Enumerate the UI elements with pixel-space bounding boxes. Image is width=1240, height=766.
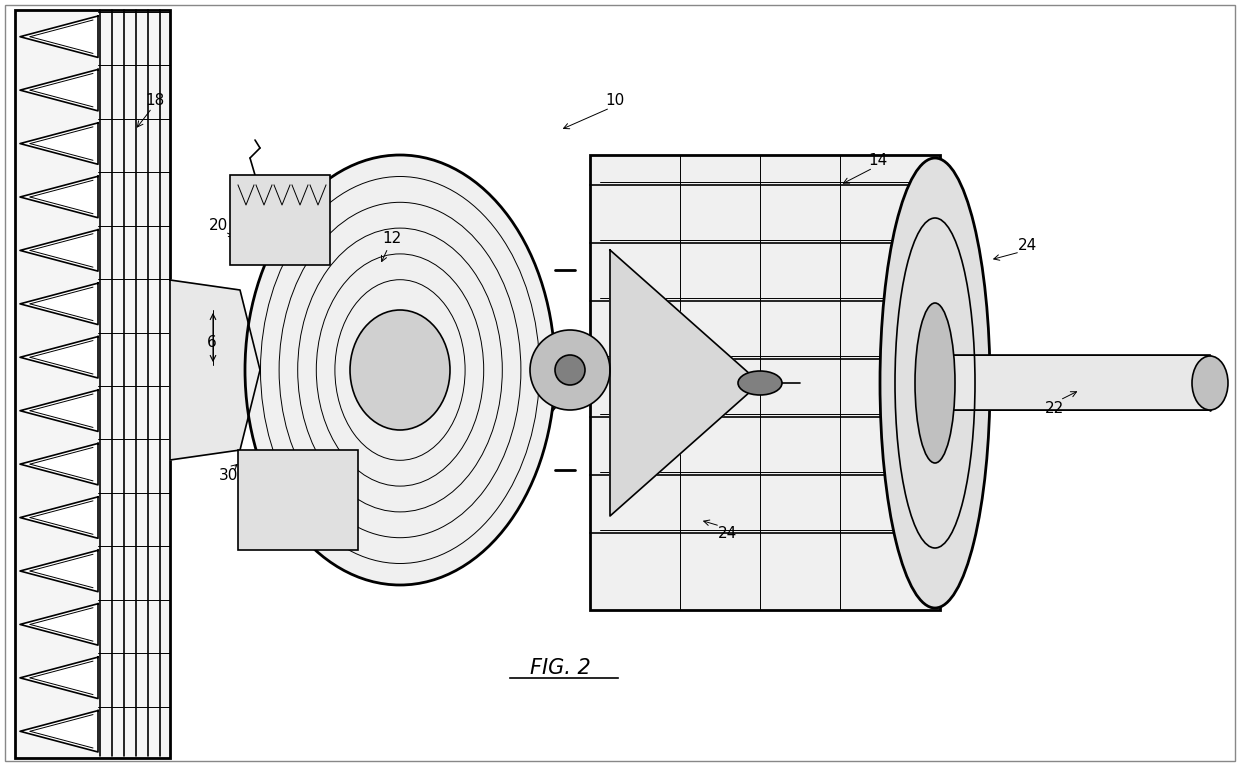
Polygon shape: [20, 390, 98, 431]
Polygon shape: [20, 604, 98, 645]
Text: 6: 6: [565, 338, 575, 352]
Bar: [940, 355, 1210, 410]
Ellipse shape: [350, 310, 450, 430]
Polygon shape: [20, 176, 98, 218]
Polygon shape: [20, 657, 98, 699]
Ellipse shape: [880, 158, 990, 608]
Text: 14: 14: [868, 152, 888, 168]
Polygon shape: [20, 711, 98, 752]
Text: 10: 10: [605, 93, 625, 107]
Polygon shape: [20, 497, 98, 538]
Text: 15: 15: [358, 330, 378, 345]
Text: 22: 22: [1045, 401, 1065, 415]
Text: 18: 18: [145, 93, 165, 107]
Polygon shape: [20, 230, 98, 271]
Bar: [940, 355, 1210, 410]
Text: 30: 30: [218, 467, 238, 483]
Ellipse shape: [556, 355, 585, 385]
Bar: [229, 175, 330, 265]
Text: 24: 24: [718, 525, 738, 541]
Polygon shape: [170, 280, 260, 460]
Polygon shape: [20, 70, 98, 111]
Ellipse shape: [738, 371, 782, 395]
Bar: [15, 10, 170, 758]
Polygon shape: [20, 16, 98, 57]
Ellipse shape: [529, 330, 610, 410]
Polygon shape: [20, 123, 98, 164]
Text: 20: 20: [208, 218, 228, 233]
Bar: [590, 155, 940, 610]
Ellipse shape: [1192, 356, 1228, 410]
Ellipse shape: [246, 155, 556, 585]
Ellipse shape: [915, 303, 955, 463]
Text: 12: 12: [382, 231, 402, 245]
Text: FIG. 2: FIG. 2: [529, 658, 590, 678]
Polygon shape: [20, 336, 98, 378]
Text: 24: 24: [1018, 237, 1038, 253]
Bar: [238, 450, 358, 550]
Polygon shape: [20, 550, 98, 591]
Polygon shape: [20, 283, 98, 325]
Text: 6: 6: [207, 335, 217, 349]
Polygon shape: [20, 444, 98, 485]
Polygon shape: [610, 250, 760, 516]
